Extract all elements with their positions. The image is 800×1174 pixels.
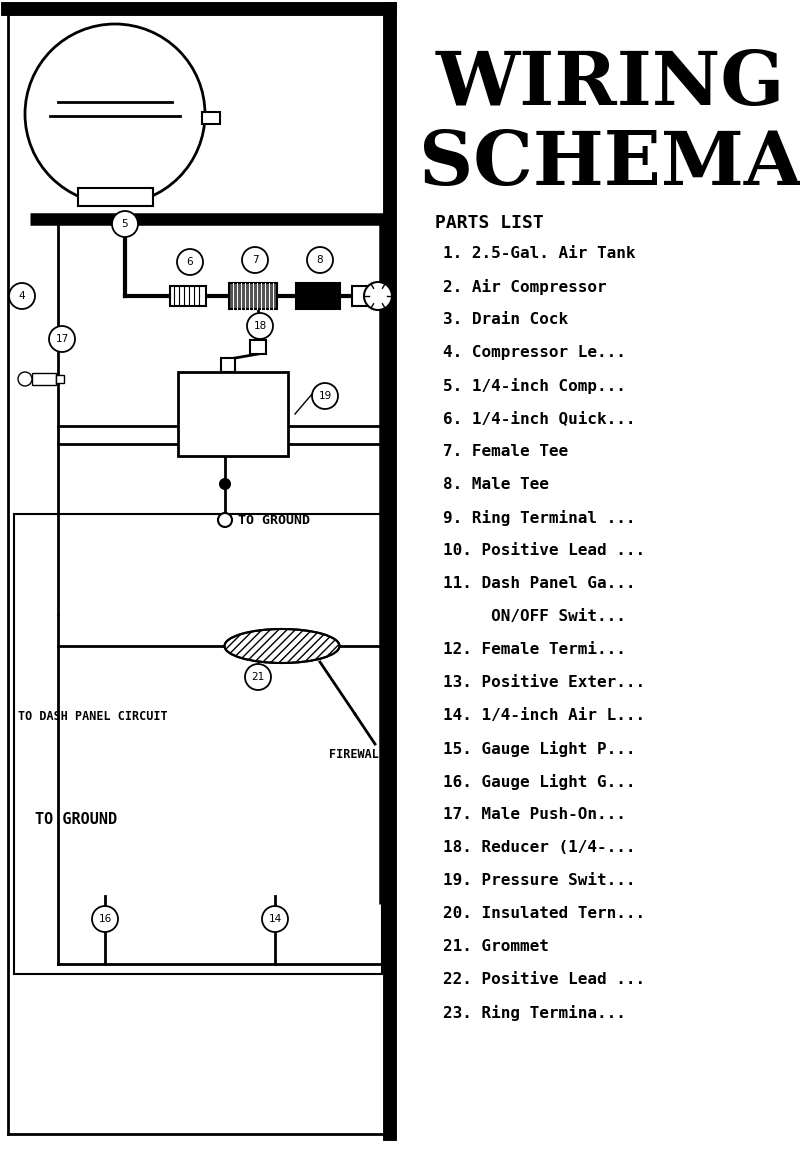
Text: 3. Drain Cock: 3. Drain Cock (443, 312, 568, 328)
Text: 2. Air Compressor: 2. Air Compressor (443, 279, 606, 295)
Circle shape (245, 664, 271, 690)
Text: SCHEMA: SCHEMA (418, 128, 800, 201)
Text: ON/OFF Swit...: ON/OFF Swit... (443, 609, 626, 625)
Text: 23. Ring Termina...: 23. Ring Termina... (443, 1005, 626, 1021)
Text: 8: 8 (317, 255, 323, 265)
Text: 13. Positive Exter...: 13. Positive Exter... (443, 675, 645, 690)
Text: 6. 1/4-inch Quick...: 6. 1/4-inch Quick... (443, 411, 635, 426)
Circle shape (112, 211, 138, 237)
Text: TO GROUND: TO GROUND (35, 811, 117, 826)
Bar (229, 283, 277, 309)
Circle shape (92, 906, 118, 932)
Text: 7. Female Tee: 7. Female Tee (443, 444, 568, 459)
Text: 10. Positive Lead ...: 10. Positive Lead ... (443, 544, 645, 558)
Text: 9. Ring Terminal ...: 9. Ring Terminal ... (443, 510, 635, 526)
Text: 4: 4 (18, 291, 26, 301)
Ellipse shape (225, 629, 339, 663)
Text: 15. Gauge Light P...: 15. Gauge Light P... (443, 741, 635, 757)
Bar (352, 286, 372, 306)
Circle shape (9, 283, 35, 309)
Text: 20. Insulated Tern...: 20. Insulated Tern... (443, 906, 645, 920)
Text: 16. Gauge Light G...: 16. Gauge Light G... (443, 774, 635, 790)
Text: 21. Grommet: 21. Grommet (443, 939, 549, 954)
Circle shape (177, 249, 203, 275)
Text: PARTS LIST: PARTS LIST (435, 214, 544, 232)
Bar (56, 375, 64, 383)
Text: 12. Female Termi...: 12. Female Termi... (443, 642, 626, 657)
Text: 22. Positive Lead ...: 22. Positive Lead ... (443, 972, 645, 987)
Text: TO DASH PANEL CIRCUIT: TO DASH PANEL CIRCUIT (18, 709, 168, 722)
Circle shape (307, 247, 333, 274)
Text: 7: 7 (252, 255, 258, 265)
Text: 18: 18 (254, 321, 266, 331)
Text: 5: 5 (122, 220, 128, 229)
Circle shape (49, 326, 75, 352)
Text: 5. 1/4-inch Comp...: 5. 1/4-inch Comp... (443, 378, 626, 394)
Text: 16: 16 (98, 915, 112, 924)
Text: TO GROUND: TO GROUND (238, 513, 310, 526)
Text: 14: 14 (268, 915, 282, 924)
Circle shape (312, 383, 338, 409)
Circle shape (25, 23, 205, 204)
Bar (296, 283, 340, 309)
Circle shape (262, 906, 288, 932)
Circle shape (18, 372, 32, 386)
Bar (32, 373, 56, 385)
Circle shape (242, 247, 268, 274)
Text: 19. Pressure Swit...: 19. Pressure Swit... (443, 873, 635, 888)
Text: 14. 1/4-inch Air L...: 14. 1/4-inch Air L... (443, 708, 645, 723)
Text: 17: 17 (55, 333, 69, 344)
Circle shape (220, 479, 230, 490)
Text: 21: 21 (251, 672, 265, 682)
Bar (14, 514, 382, 974)
Bar (250, 340, 266, 355)
Circle shape (218, 513, 232, 527)
Text: WIRING: WIRING (435, 47, 785, 121)
Text: 4. Compressor Le...: 4. Compressor Le... (443, 345, 626, 360)
Text: 11. Dash Panel Ga...: 11. Dash Panel Ga... (443, 576, 635, 591)
Text: 17. Male Push-On...: 17. Male Push-On... (443, 807, 626, 822)
Text: 18. Reducer (1/4-...: 18. Reducer (1/4-... (443, 841, 635, 855)
Bar (78, 188, 153, 205)
Text: 8. Male Tee: 8. Male Tee (443, 477, 549, 492)
Bar (221, 358, 235, 372)
Bar (178, 372, 288, 456)
Circle shape (247, 313, 273, 339)
Text: 19: 19 (318, 391, 332, 402)
Text: 1. 2.5-Gal. Air Tank: 1. 2.5-Gal. Air Tank (443, 247, 635, 261)
Text: 6: 6 (186, 257, 194, 266)
Circle shape (364, 282, 392, 310)
Text: FIREWALL: FIREWALL (330, 748, 386, 761)
Bar (202, 112, 220, 124)
Bar (170, 286, 206, 306)
